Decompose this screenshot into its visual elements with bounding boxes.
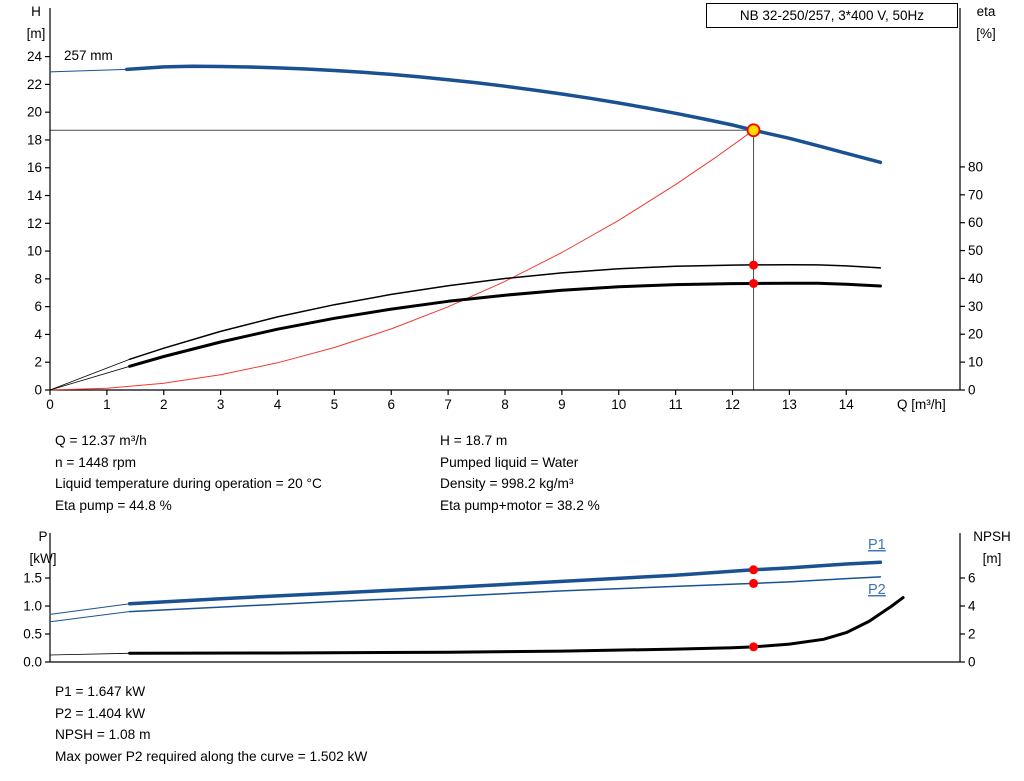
y-right-tick-label: 50 xyxy=(968,243,983,258)
y-right-tick-label: 0 xyxy=(968,383,976,398)
y-left-tick-label: 0.5 xyxy=(23,627,42,642)
x-tick-label: 8 xyxy=(501,397,509,412)
eta-pump-extension xyxy=(49,358,130,391)
y-right-axis-label: [m] xyxy=(983,551,1002,566)
p2-curve xyxy=(128,576,882,613)
y-right-axis-label: eta xyxy=(977,4,996,19)
info-p1: P1 = 1.647 kW xyxy=(55,684,146,699)
info-npsh: NPSH = 1.08 m xyxy=(55,727,151,742)
y-left-tick-label: 16 xyxy=(27,160,42,175)
x-tick-label: 4 xyxy=(274,397,282,412)
info-pumped-liquid: Pumped liquid = Water xyxy=(440,454,579,470)
y-right-axis-label: [%] xyxy=(976,26,996,41)
x-tick-label: 0 xyxy=(46,397,54,412)
x-tick-label: 3 xyxy=(217,397,225,412)
y-left-axis-label: H xyxy=(31,4,41,19)
info-p2: P2 = 1.404 kW xyxy=(55,705,146,721)
y-right-tick-label: 4 xyxy=(968,598,976,613)
x-tick-label: 1 xyxy=(103,397,111,412)
x-tick-label: 6 xyxy=(387,397,395,412)
y-left-tick-label: 12 xyxy=(27,216,42,231)
x-tick-label: 12 xyxy=(725,397,740,412)
y-left-axis-label: [m] xyxy=(27,26,46,41)
y-left-tick-label: 14 xyxy=(27,188,43,203)
eta-pump-motor-extension xyxy=(49,365,130,391)
info-max-power: Max power P2 required along the curve = … xyxy=(55,748,368,764)
duty-point-marker xyxy=(746,123,761,138)
eta-pump-duty-dot xyxy=(749,260,759,270)
x-axis-label: Q [m³/h] xyxy=(897,397,946,412)
x-tick-label: 7 xyxy=(444,397,452,412)
head-curve-extension xyxy=(49,68,128,73)
info-eta-pump: Eta pump = 44.8 % xyxy=(55,497,172,513)
y-left-tick-label: 0 xyxy=(34,383,42,398)
y-right-tick-label: 10 xyxy=(968,355,983,370)
y-left-tick-label: 24 xyxy=(27,49,43,64)
info-density: Density = 998.2 kg/m³ xyxy=(440,476,574,491)
npsh-curve-extension xyxy=(49,652,130,656)
head-eta-chart: 0 1 2 3 4 5 6 7 8 9 10 11 12 13 1402468101214161820222… xyxy=(27,4,996,412)
system-curve xyxy=(49,129,754,391)
y-right-axis-label: NPSH xyxy=(973,529,1011,544)
x-tick-label: 5 xyxy=(331,397,339,412)
y-right-tick-label: 2 xyxy=(968,626,976,641)
y-left-tick-label: 0.0 xyxy=(23,655,42,670)
y-right-tick-label: 20 xyxy=(968,327,983,342)
y-right-tick-label: 60 xyxy=(968,215,983,230)
info-eta-pump-motor: Eta pump+motor = 38.2 % xyxy=(440,497,600,513)
y-left-axis-label: P xyxy=(38,529,47,544)
info-liquid-temp: Liquid temperature during operation = 20… xyxy=(55,476,322,491)
impeller-diameter-label: 257 mm xyxy=(64,48,113,63)
pump-title-box: NB 32-250/257, 3*400 V, 50Hz xyxy=(706,3,958,28)
y-right-tick-label: 80 xyxy=(968,159,983,174)
pump-title-text: NB 32-250/257, 3*400 V, 50Hz xyxy=(739,8,925,23)
info-flow: Q = 12.37 m³/h xyxy=(55,433,147,448)
x-tick-label: 9 xyxy=(558,397,566,412)
x-tick-label: 11 xyxy=(669,397,683,412)
eta-pump-curve xyxy=(128,264,882,361)
y-left-tick-label: 1.0 xyxy=(23,599,42,614)
p2-duty-dot xyxy=(749,578,759,588)
y-left-tick-label: 18 xyxy=(27,132,42,147)
y-left-tick-label: 20 xyxy=(27,105,42,120)
info-speed: n = 1448 rpm xyxy=(55,454,137,470)
y-left-tick-label: 22 xyxy=(27,77,42,92)
x-tick-label: 10 xyxy=(611,397,626,412)
info-head: H = 18.7 m xyxy=(440,433,508,448)
p1-curve-label: P1 xyxy=(868,537,886,553)
y-right-tick-label: 0 xyxy=(968,655,976,670)
p1-curve xyxy=(127,560,883,606)
x-tick-label: 14 xyxy=(839,397,855,412)
power-npsh-chart: 0.0 0.5 1.0 1.5 0 2 4 6 P [kW] NPSH [m] P1 P2 xyxy=(23,529,1011,670)
p1-curve-extension xyxy=(49,603,131,615)
y-left-axis-label: [kW] xyxy=(30,551,57,566)
y-left-tick-label: 4 xyxy=(34,327,42,342)
eta-pump-motor-duty-dot xyxy=(749,278,759,288)
duty-info-right-column: H = 18.7 m Pumped liquid = Water Density… xyxy=(440,430,600,516)
head-curve-257mm xyxy=(125,64,883,165)
y-right-tick-label: 6 xyxy=(968,570,976,585)
eta-pump-motor-curve xyxy=(128,281,882,368)
p2-curve-label: P2 xyxy=(868,582,886,598)
y-left-tick-label: 6 xyxy=(34,299,42,314)
power-info-block: P1 = 1.647 kW P2 = 1.404 kW NPSH = 1.08 … xyxy=(55,681,367,767)
y-left-tick-label: 2 xyxy=(34,355,42,370)
y-right-tick-label: 30 xyxy=(968,299,983,314)
x-tick-label: 2 xyxy=(160,397,168,412)
y-right-tick-label: 40 xyxy=(968,271,983,286)
x-tick-label: 13 xyxy=(782,397,797,412)
y-left-tick-label: 8 xyxy=(34,271,42,286)
p1-duty-dot xyxy=(749,565,759,575)
duty-info-left-column: Q = 12.37 m³/h n = 1448 rpm Liquid tempe… xyxy=(55,430,322,516)
p2-curve-extension xyxy=(49,611,131,623)
npsh-duty-dot xyxy=(749,642,759,652)
y-left-tick-label: 10 xyxy=(27,244,42,259)
y-right-tick-label: 70 xyxy=(968,187,983,202)
y-left-tick-label: 1.5 xyxy=(23,571,42,586)
